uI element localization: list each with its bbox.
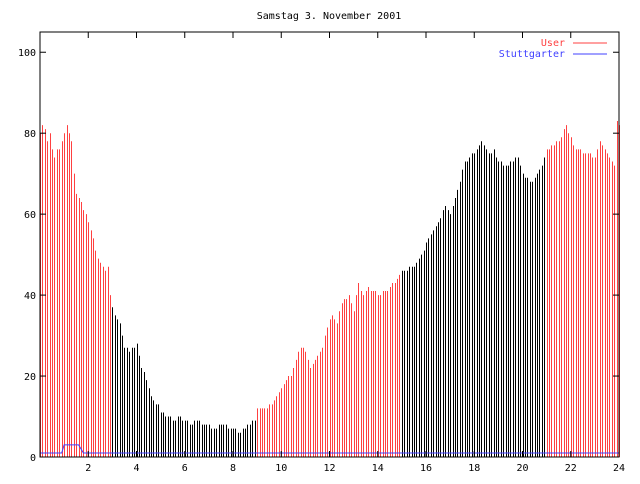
x-tick-label: 14 [372, 463, 384, 474]
chart-title: Samstag 3. November 2001 [257, 11, 402, 22]
legend-label-user: User [541, 38, 565, 49]
x-tick-label: 18 [468, 463, 480, 474]
y-axis: 0 20 40 60 80 100 [18, 48, 619, 464]
series-lines [40, 444, 619, 454]
y-tick-label: 40 [24, 291, 36, 302]
x-tick-label: 22 [565, 463, 577, 474]
legend: User Stuttgarter [499, 38, 607, 60]
stuttgarter-line [40, 444, 619, 454]
x-tick-label: 24 [613, 463, 625, 474]
y-tick-label: 20 [24, 372, 36, 383]
x-tick-label: 12 [323, 463, 335, 474]
x-tick-label: 2 [85, 463, 91, 474]
x-tick-label: 16 [420, 463, 432, 474]
impulse-bars [40, 121, 620, 457]
y-tick-label: 60 [24, 210, 36, 221]
legend-label-stuttgarter: Stuttgarter [499, 49, 565, 60]
y-tick-label: 0 [30, 453, 36, 464]
x-axis: 2 4 6 8 10 12 14 16 18 20 22 24 [85, 32, 625, 474]
x-tick-label: 6 [182, 463, 188, 474]
x-tick-label: 10 [275, 463, 287, 474]
x-tick-label: 4 [133, 463, 139, 474]
y-tick-label: 80 [24, 129, 36, 140]
x-tick-label: 8 [230, 463, 236, 474]
y-tick-label: 100 [18, 48, 36, 59]
x-tick-label: 20 [516, 463, 528, 474]
